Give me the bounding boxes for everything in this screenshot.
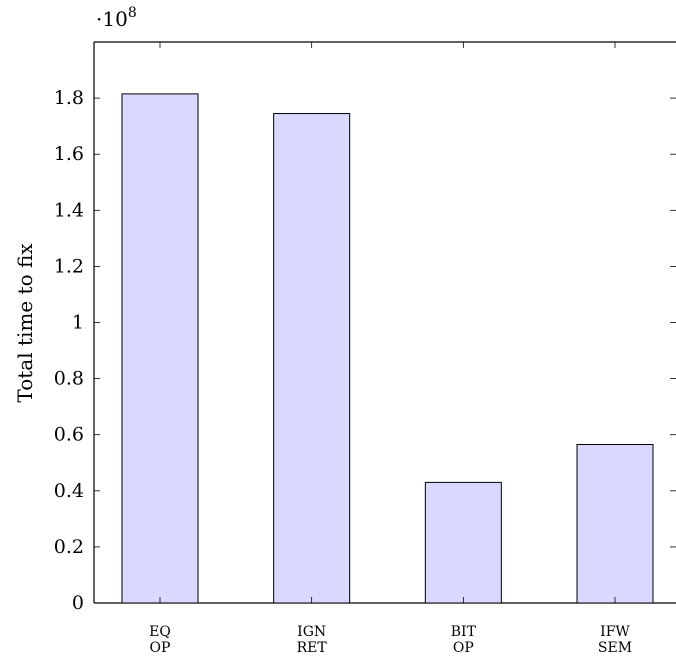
y-axis-ticks: 0 0.2 0.4 0.6 0.8 1 1.2 1.4 1.6 1.8 (54, 87, 676, 614)
bar-ifw-sem (576, 444, 654, 604)
chart-bars (121, 93, 654, 604)
x-tick-label: IGN RET (297, 624, 328, 656)
y-tick-label: 1.2 (54, 255, 84, 277)
y-tick-label: 0.8 (54, 368, 84, 390)
x-tick-label: EQ OP (149, 624, 171, 656)
y-axis-label: Total time to fix (13, 243, 37, 403)
x-tick-label-line: OP (453, 640, 474, 656)
x-tick-label-line: SEM (598, 640, 632, 656)
x-tick-label: IFW SEM (598, 624, 632, 656)
x-tick-label-line: RET (297, 640, 328, 656)
x-tick-label-line: EQ (149, 624, 171, 640)
y-tick-label: 0.2 (54, 536, 84, 558)
y-tick-label: 0 (72, 592, 84, 614)
bar-ign-ret (273, 113, 351, 604)
bar-bit-op (424, 481, 502, 604)
x-tick-label: BIT OP (451, 624, 477, 656)
scale-base: ·10 (96, 7, 128, 31)
x-tick-label-line: IFW (600, 624, 630, 640)
x-tick-label-line: IGN (297, 624, 326, 640)
y-tick-label: 0.6 (54, 424, 84, 446)
bar-eq-op (121, 93, 199, 604)
y-axis-scale-factor: ·108 (96, 5, 137, 31)
scale-exponent: 8 (128, 5, 137, 21)
y-tick-label: 1.4 (54, 199, 84, 221)
y-tick-label: 0.4 (54, 480, 84, 502)
x-tick-label-line: BIT (451, 624, 477, 640)
x-tick-label-line: OP (150, 640, 171, 656)
y-tick-label: 1.6 (54, 143, 84, 165)
y-tick-label: 1.8 (54, 87, 84, 109)
y-tick-label: 1 (72, 312, 84, 334)
